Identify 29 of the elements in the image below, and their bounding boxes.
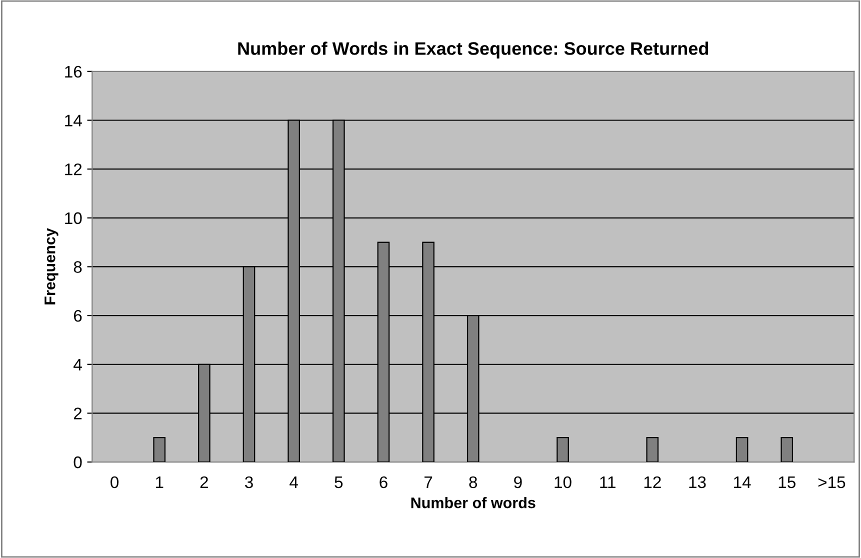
x-tick-label: 9 xyxy=(514,476,522,488)
x-tick-label: 4 xyxy=(290,476,298,488)
y-tick-label: 4 xyxy=(74,358,82,370)
y-tick-label: 10 xyxy=(65,212,82,224)
x-tick-label: 6 xyxy=(380,476,388,488)
chart-title: Number of Words in Exact Sequence: Source Returned xyxy=(238,42,708,59)
y-tick-label: 14 xyxy=(65,114,82,126)
x-tick-label: 10 xyxy=(554,476,572,488)
x-tick-label: 3 xyxy=(245,476,253,488)
y-tick-label: 2 xyxy=(74,408,82,420)
x-tick-label: 0 xyxy=(110,476,119,488)
x-tick-label: 13 xyxy=(689,476,706,488)
x-tick-label: 12 xyxy=(644,476,661,488)
y-tick-label: 6 xyxy=(74,310,82,322)
x-tick-label: 8 xyxy=(469,476,478,488)
x-tick-label: >15 xyxy=(818,476,846,488)
x-tick-label: 1 xyxy=(156,476,164,488)
y-tick-label: 12 xyxy=(65,163,82,176)
x-tick-label: 5 xyxy=(334,476,343,488)
y-axis-title: Frequency xyxy=(44,228,58,304)
y-tick-label: 0 xyxy=(74,456,82,468)
x-tick-label: 7 xyxy=(424,476,432,488)
x-axis-title: Number of words xyxy=(411,497,536,508)
x-tick-label: 14 xyxy=(734,476,751,488)
x-tick-label: 11 xyxy=(600,476,616,488)
y-tick-label: 8 xyxy=(74,261,82,273)
x-tick-label: 15 xyxy=(778,476,796,488)
y-tick-label: 16 xyxy=(65,66,82,78)
x-tick-label: 2 xyxy=(200,476,208,488)
